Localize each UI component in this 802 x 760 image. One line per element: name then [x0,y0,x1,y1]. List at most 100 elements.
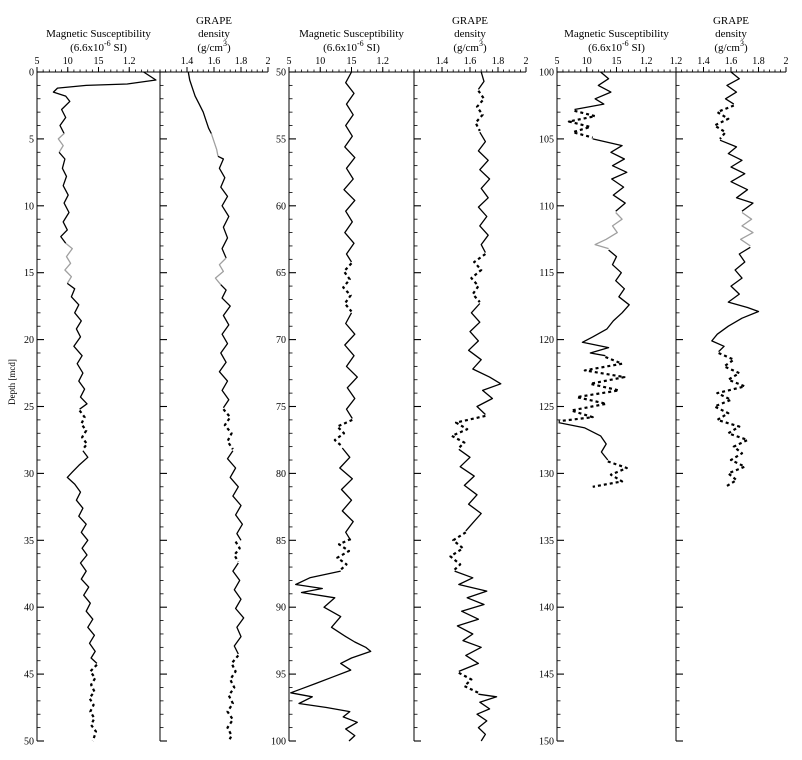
y-tick-label: 20 [24,335,34,346]
y-tick-label: 45 [24,670,34,681]
y-tick-label: 65 [276,268,286,279]
x-tick-label: 1.8 [492,56,505,67]
x-tick-label: 1.2 [123,56,136,67]
series-solid-8 [232,562,245,655]
series-dotted-3 [333,418,353,448]
series-dotted-5 [336,537,352,571]
x-tick-label: 1.4 [181,56,194,67]
series-dotted-3 [470,253,487,303]
y-tick-label: 100 [539,68,554,79]
x-tick-label: 1.4 [436,56,449,67]
y-tick-label: 105 [539,134,554,145]
series-solid-3 [64,242,73,284]
panel-title-units: (g/cm3) [197,39,231,54]
x-tick-label: 1.4 [697,56,710,67]
panel-title: Magnetic Susceptibility [46,28,151,40]
series-solid-3 [739,211,754,247]
x-tick-label: 1.2 [670,56,683,67]
panel-title: GRAPE [196,15,232,27]
series-solid-2 [58,151,70,244]
x-tick-label: 2 [266,56,271,67]
series-solid-4 [581,249,630,357]
series-solid-6 [290,570,372,742]
series-solid-4 [66,282,88,410]
y-tick-label: 120 [539,335,554,346]
y-tick-label: 150 [539,737,554,748]
series-dotted-1 [342,262,353,313]
panel-title-sub: density [198,28,230,40]
y-tick-label: 125 [539,402,554,413]
panel-title-units: (6.6x10-6 SI) [323,39,380,54]
panel-title-sub: density [454,28,486,40]
series-solid-0 [574,71,612,111]
y-tick-label: 115 [539,268,554,279]
series-solid-1 [210,133,219,157]
x-tick-label: 1.2 [377,56,390,67]
y-tick-label: 70 [276,335,286,346]
series-solid-0 [52,71,157,134]
series-solid-0 [187,71,212,134]
series-solid-6 [458,448,482,532]
y-tick-label: 95 [276,670,286,681]
y-tick-label: 85 [276,536,286,547]
y-tick-label: 55 [276,134,286,145]
x-tick-label: 10 [582,56,592,67]
x-tick-label: 15 [347,56,357,67]
y-tick-label: 145 [539,670,554,681]
series-solid-3 [594,212,623,250]
series-dotted-9 [458,671,479,694]
y-tick-label: 5 [29,134,34,145]
x-tick-label: 1.2 [640,56,653,67]
series-solid-0 [477,71,485,90]
panel-title-units: (g/cm3) [714,39,748,54]
panel-title-sub: density [715,28,747,40]
x-tick-label: 1.6 [464,56,477,67]
y-tick-label: 30 [24,469,34,480]
y-tick-label: 60 [276,201,286,212]
series-dotted-7 [88,663,98,742]
series-solid-2 [719,139,754,212]
y-tick-label: 10 [24,201,34,212]
panel-magnetic-susceptibility-100-150: Magnetic Susceptibility(6.6x10-6 SI) 5 10 1… [539,28,677,748]
x-tick-label: 2 [524,56,529,67]
series-dotted-1 [474,90,486,132]
series-solid-2 [217,155,230,259]
y-tick-label: 135 [539,536,554,547]
series-solid-0 [724,71,740,105]
y-tick-label: 75 [276,402,286,413]
series-dotted-7 [233,541,241,563]
y-tick-label: 50 [24,737,34,748]
y-tick-label: 15 [24,268,34,279]
series-solid-4 [339,447,354,541]
x-tick-label: 2 [784,56,789,67]
panel-title-units: (g/cm3) [453,39,487,54]
series-dotted-7 [592,460,628,488]
y-tick-label: 140 [539,603,554,614]
y-tick-label: 0 [29,68,34,79]
x-tick-label: 15 [612,56,622,67]
x-tick-label: 5 [287,56,292,67]
series-dotted-7 [449,531,467,571]
x-tick-label: 10 [63,56,73,67]
x-tick-label: 1.6 [725,56,738,67]
panel-title: GRAPE [452,15,488,27]
panel-title-units: (6.6x10-6 SI) [588,39,645,54]
x-tick-label: 1.6 [208,56,221,67]
series-solid-6 [66,450,98,664]
x-tick-label: 10 [315,56,325,67]
series-dotted-5 [558,355,626,423]
y-tick-label: 40 [24,603,34,614]
y-tick-label: 100 [271,737,286,748]
series-dotted-9 [226,654,240,742]
x-tick-label: 5 [35,56,40,67]
series-dotted-1 [713,104,735,140]
panel-title: GRAPE [713,15,749,27]
series-solid-6 [226,450,244,541]
series-solid-2 [592,138,628,212]
y-tick-label: 35 [24,536,34,547]
series-solid-4 [218,284,231,409]
x-tick-label: 15 [94,56,104,67]
series-solid-10 [476,693,498,742]
